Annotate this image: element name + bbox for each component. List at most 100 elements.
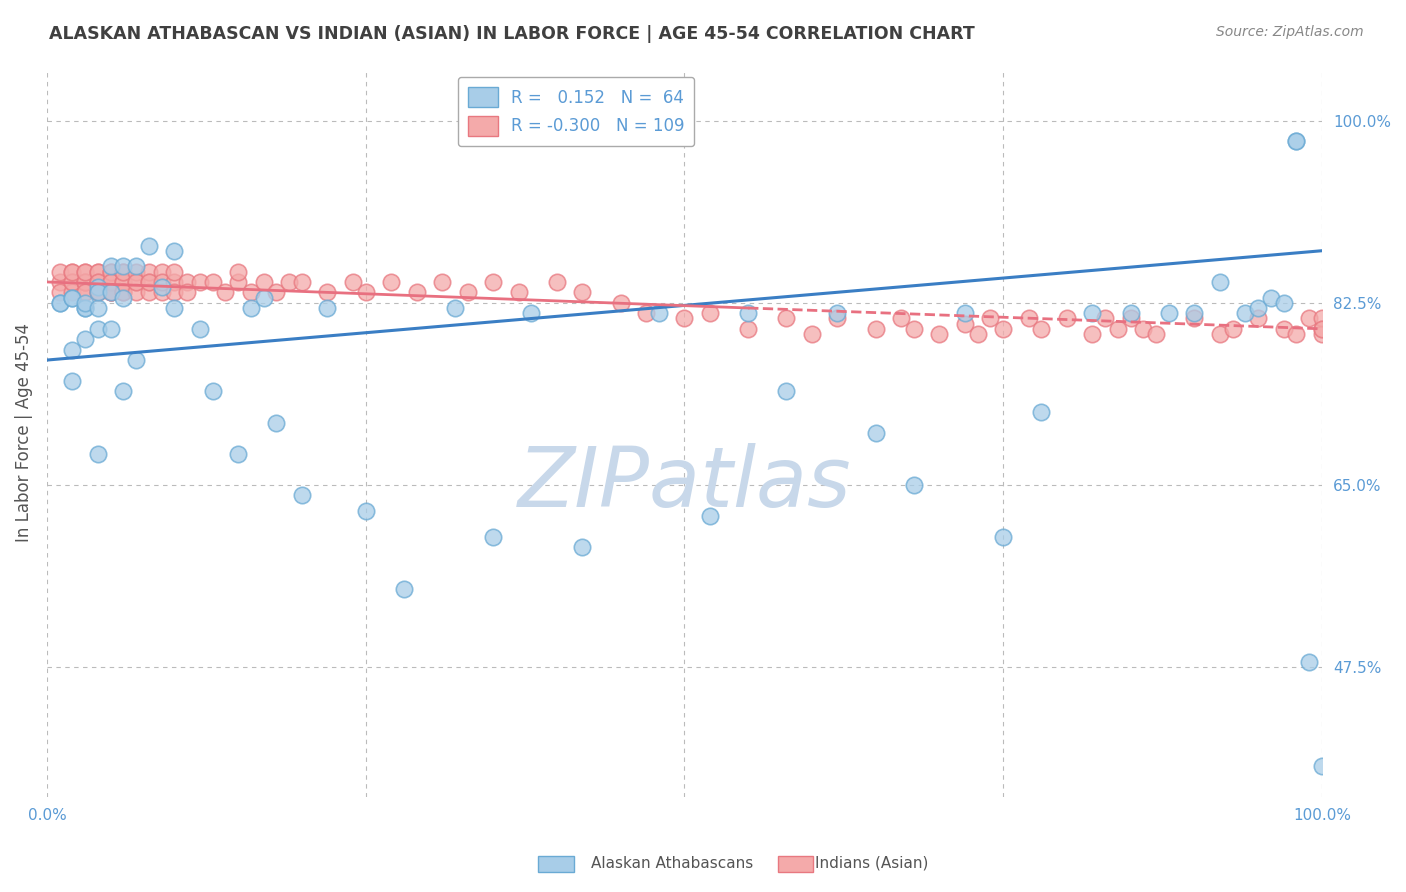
Point — [380, 275, 402, 289]
Point — [991, 530, 1014, 544]
Text: Indians (Asian): Indians (Asian) — [815, 856, 929, 871]
Point — [1081, 326, 1104, 341]
Point — [1222, 322, 1244, 336]
Point — [87, 285, 110, 300]
Point — [966, 326, 988, 341]
Point — [1310, 311, 1333, 326]
Point — [100, 275, 122, 289]
Point — [75, 301, 97, 315]
Point — [1310, 759, 1333, 773]
Point — [112, 384, 135, 399]
Point — [201, 384, 224, 399]
Point — [176, 275, 198, 289]
Point — [1081, 306, 1104, 320]
Point — [775, 384, 797, 399]
Point — [150, 285, 173, 300]
Point — [87, 264, 110, 278]
Text: ALASKAN ATHABASCAN VS INDIAN (ASIAN) IN LABOR FORCE | AGE 45-54 CORRELATION CHAR: ALASKAN ATHABASCAN VS INDIAN (ASIAN) IN … — [49, 25, 974, 43]
Point — [60, 264, 83, 278]
Point — [60, 275, 83, 289]
Point — [87, 322, 110, 336]
Point — [239, 301, 262, 315]
Point — [699, 509, 721, 524]
Point — [354, 285, 377, 300]
Point — [100, 275, 122, 289]
Point — [239, 285, 262, 300]
Point — [571, 541, 593, 555]
Point — [226, 275, 249, 289]
Point — [800, 326, 823, 341]
Point — [482, 275, 505, 289]
Point — [1285, 135, 1308, 149]
Point — [571, 285, 593, 300]
Point — [444, 301, 467, 315]
Point — [1272, 295, 1295, 310]
Point — [1157, 306, 1180, 320]
Point — [226, 447, 249, 461]
Point — [354, 504, 377, 518]
Point — [138, 275, 160, 289]
Point — [1298, 311, 1320, 326]
Point — [1209, 326, 1232, 341]
Point — [87, 301, 110, 315]
Point — [1209, 275, 1232, 289]
Point — [48, 275, 70, 289]
Point — [699, 306, 721, 320]
Point — [75, 332, 97, 346]
Point — [1182, 311, 1205, 326]
Point — [278, 275, 301, 289]
Point — [737, 306, 759, 320]
Point — [953, 306, 976, 320]
Point — [60, 291, 83, 305]
Point — [1119, 311, 1142, 326]
Point — [75, 264, 97, 278]
Point — [1298, 655, 1320, 669]
Point — [112, 264, 135, 278]
Point — [1247, 311, 1270, 326]
Point — [163, 285, 186, 300]
Point — [648, 306, 671, 320]
Point — [979, 311, 1001, 326]
Point — [1018, 311, 1040, 326]
Text: ZIPatlas: ZIPatlas — [517, 443, 851, 524]
Point — [112, 260, 135, 274]
Point — [75, 295, 97, 310]
Point — [991, 322, 1014, 336]
Point — [138, 285, 160, 300]
Point — [1107, 322, 1129, 336]
Point — [112, 285, 135, 300]
Point — [150, 264, 173, 278]
Point — [1234, 306, 1257, 320]
Point — [100, 285, 122, 300]
Point — [214, 285, 236, 300]
Point — [176, 285, 198, 300]
Point — [865, 322, 887, 336]
Y-axis label: In Labor Force | Age 45-54: In Labor Force | Age 45-54 — [15, 324, 32, 542]
Point — [100, 264, 122, 278]
Point — [291, 275, 314, 289]
Point — [48, 295, 70, 310]
Point — [903, 478, 925, 492]
Point — [1031, 405, 1053, 419]
Point — [188, 275, 211, 289]
Point — [609, 295, 631, 310]
Point — [100, 260, 122, 274]
Point — [392, 582, 415, 596]
Point — [1056, 311, 1078, 326]
Point — [953, 317, 976, 331]
Point — [163, 275, 186, 289]
Point — [405, 285, 427, 300]
Point — [60, 275, 83, 289]
Point — [636, 306, 658, 320]
Point — [48, 285, 70, 300]
Point — [673, 311, 696, 326]
Point — [87, 280, 110, 294]
Point — [457, 285, 479, 300]
Point — [75, 275, 97, 289]
Point — [827, 311, 849, 326]
Point — [100, 322, 122, 336]
Point — [903, 322, 925, 336]
Point — [60, 374, 83, 388]
Point — [87, 264, 110, 278]
Point — [138, 275, 160, 289]
